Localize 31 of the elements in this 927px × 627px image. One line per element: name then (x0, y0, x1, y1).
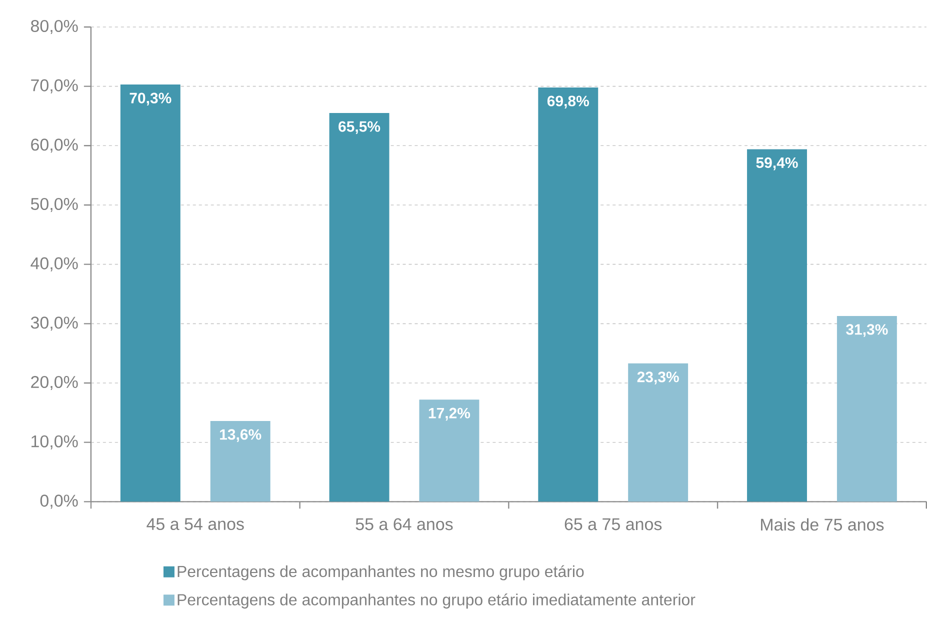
bar (836, 316, 897, 502)
y-tick-label: 0,0% (40, 494, 78, 509)
bar (120, 84, 180, 502)
y-tick-label: 20,0% (31, 376, 78, 390)
data-label: 70,3% (130, 92, 172, 106)
bar (210, 421, 270, 502)
y-tick-label: 30,0% (30, 316, 78, 331)
data-label: 69,8% (547, 96, 589, 109)
y-tick-label: 60,0% (31, 138, 78, 153)
y-tick-label: 80,0% (30, 20, 78, 34)
y-tick-label: 70,0% (31, 80, 78, 94)
data-label: 59,4% (756, 158, 798, 170)
x-tick-label: 45 a 54 anos (146, 518, 244, 530)
bar (628, 364, 688, 502)
data-label: 23,3% (637, 372, 679, 385)
bar (538, 88, 598, 502)
y-tick-label: 50,0% (30, 198, 78, 212)
y-tick-label: 10,0% (32, 436, 78, 450)
x-tick-label: Mais de 75 anos (761, 518, 884, 531)
data-label: 13,6% (220, 429, 262, 442)
bar (329, 113, 390, 502)
data-label: 31,3% (846, 324, 888, 338)
bar (747, 149, 807, 502)
bar (419, 400, 480, 502)
legend-label: Percentagens de acompanhantes no mesmo grupo etário (178, 565, 584, 581)
x-tick-label: 65 a 75 anos (564, 518, 662, 530)
y-tick-label: 40,0% (30, 258, 78, 272)
data-label: 17,2% (428, 408, 470, 421)
data-label: 65,5% (338, 121, 380, 134)
x-tick-label: 55 a 64 anos (356, 518, 453, 530)
legend-label: Percentagens de acompanhantes no grupo etário imediatamente anterior (178, 594, 696, 609)
